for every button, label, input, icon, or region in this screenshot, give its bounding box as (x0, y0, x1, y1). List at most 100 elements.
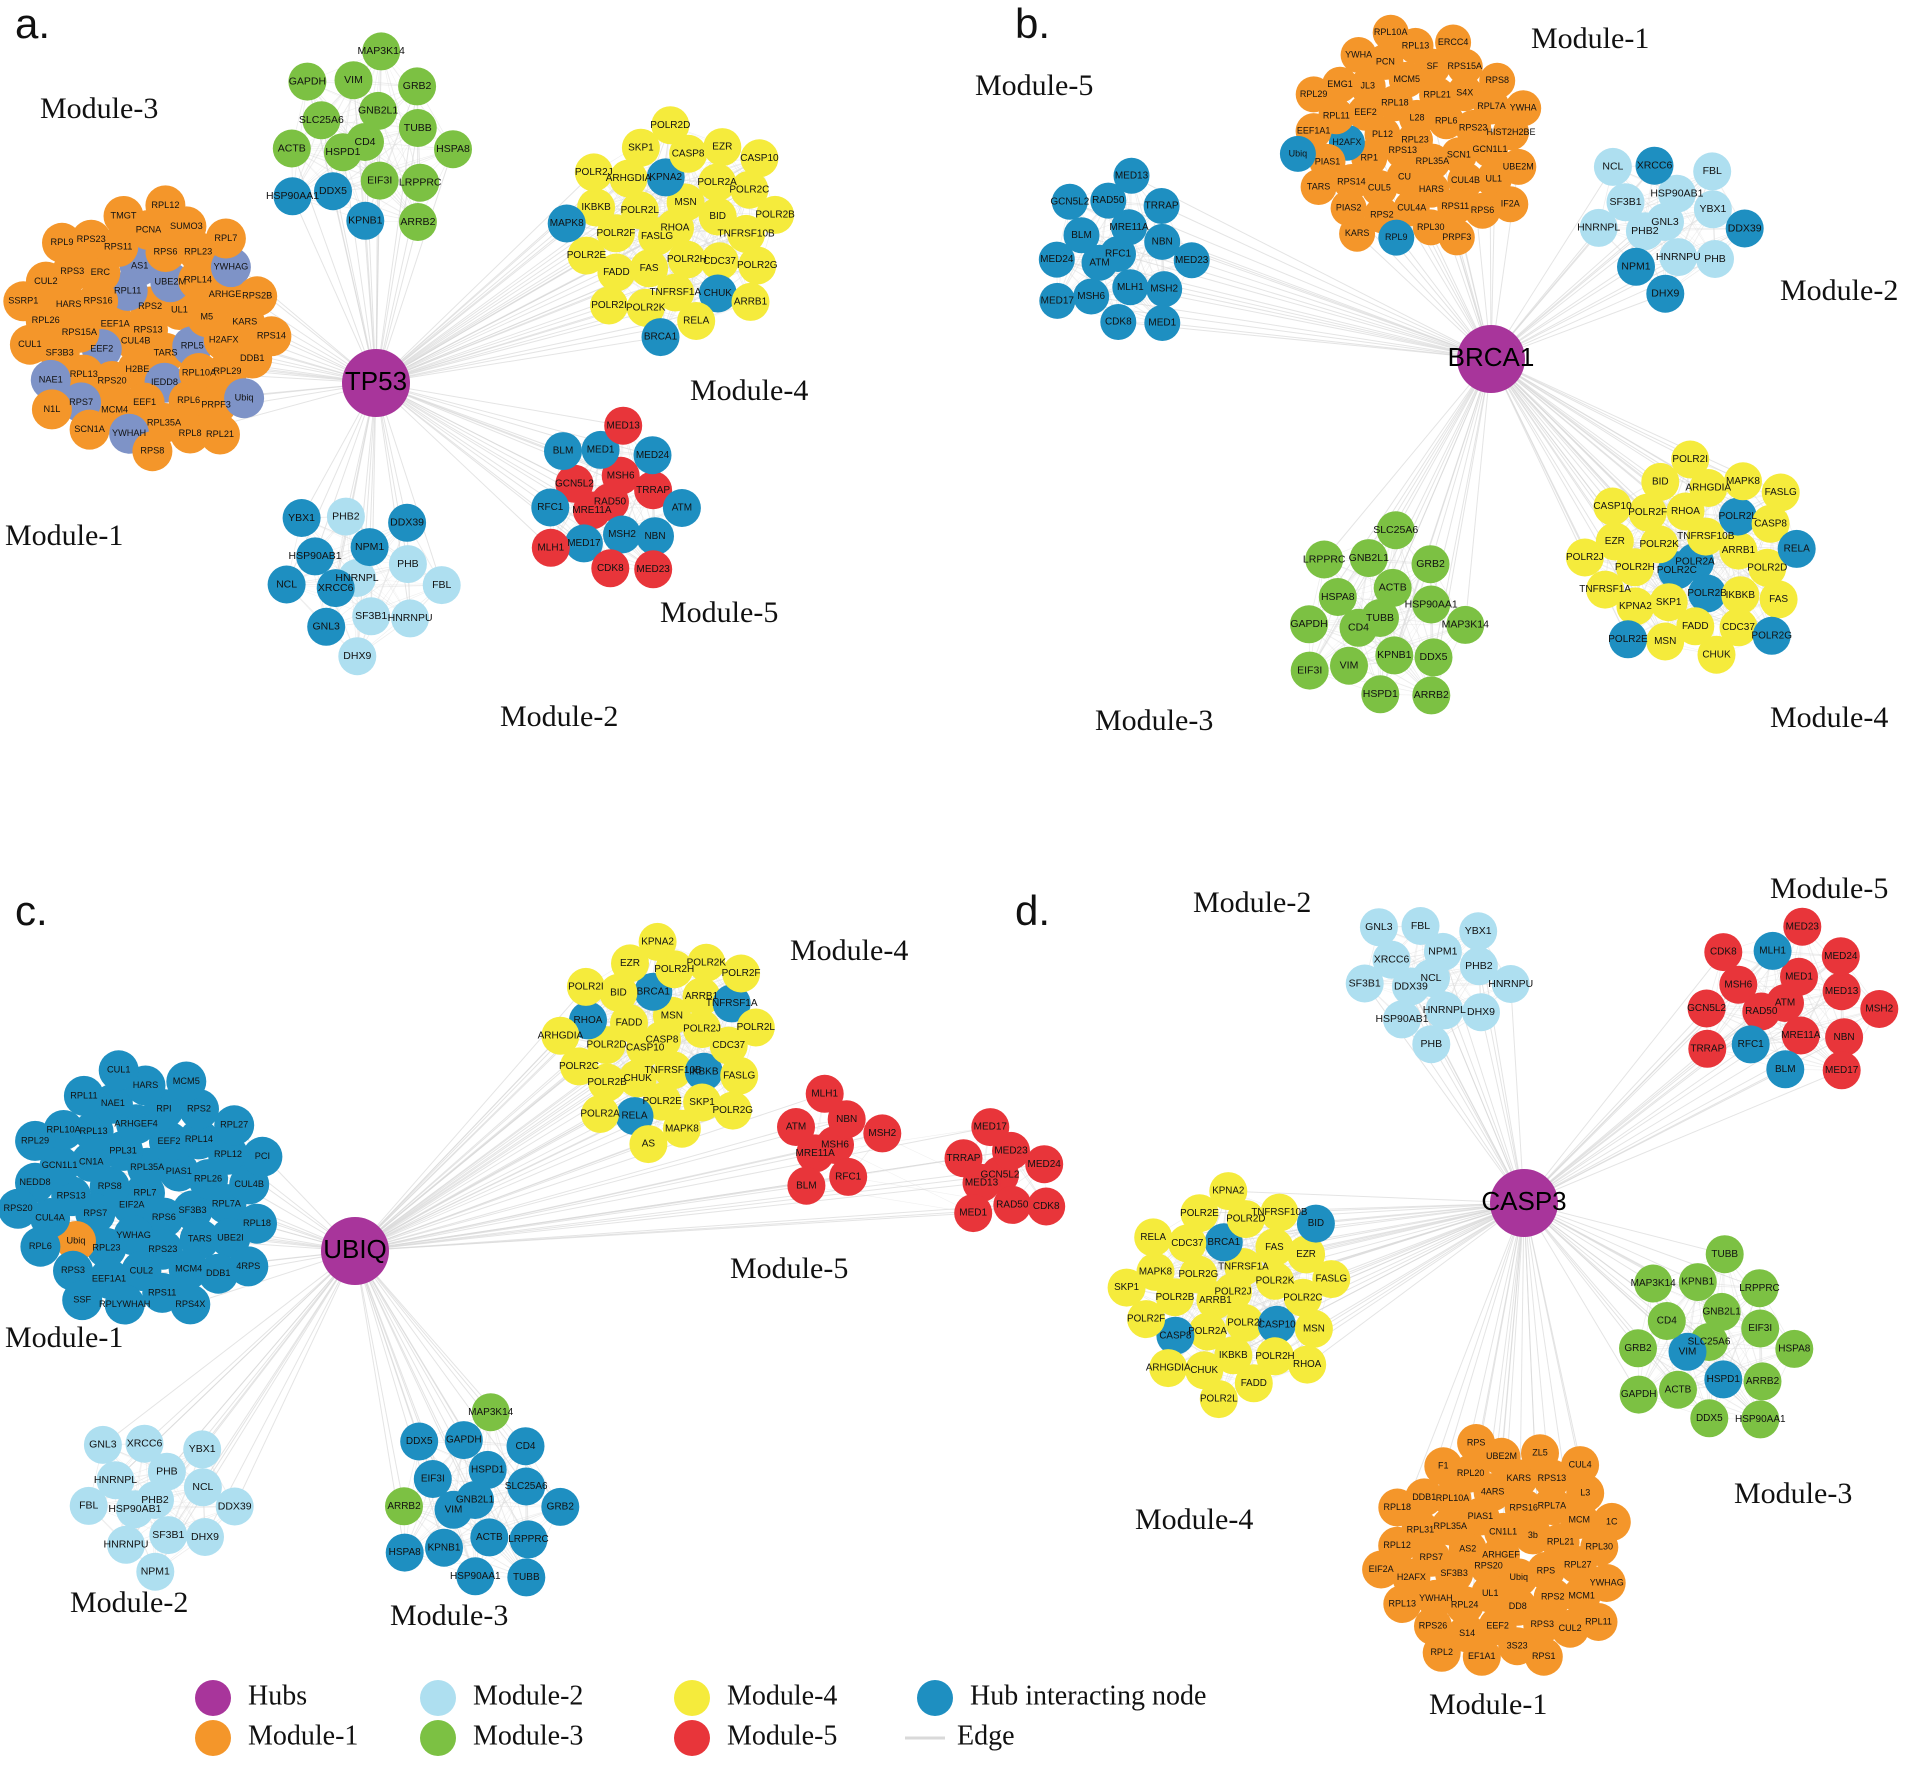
svg-text:ATM: ATM (1089, 257, 1109, 268)
svg-text:RPS1: RPS1 (1532, 1651, 1556, 1661)
svg-text:ATM: ATM (1775, 998, 1795, 1009)
svg-text:IKBKB: IKBKB (581, 202, 611, 213)
svg-text:SUMO3: SUMO3 (170, 221, 203, 231)
svg-text:Module-3: Module-3 (1734, 1477, 1852, 1510)
svg-text:BLM: BLM (796, 1180, 817, 1191)
svg-text:RPS13: RPS13 (1538, 1473, 1567, 1483)
svg-text:CUL4B: CUL4B (234, 1179, 264, 1189)
svg-text:HSPD1: HSPD1 (1707, 1374, 1741, 1385)
svg-text:BRCA1: BRCA1 (644, 332, 678, 343)
svg-text:ARHGDIA: ARHGDIA (538, 1030, 584, 1041)
svg-text:RPS3: RPS3 (60, 266, 84, 276)
svg-text:Module-3: Module-3 (473, 1720, 583, 1751)
svg-text:DHX9: DHX9 (191, 1531, 219, 1543)
svg-text:MSH2: MSH2 (1150, 284, 1178, 295)
svg-text:RPL8: RPL8 (179, 428, 202, 438)
svg-text:PHB: PHB (397, 558, 419, 570)
svg-text:Module-5: Module-5 (1770, 872, 1888, 905)
svg-text:CUL4A: CUL4A (1397, 203, 1426, 213)
svg-text:RPS11: RPS11 (1441, 201, 1469, 211)
svg-text:TNFRSF1A: TNFRSF1A (649, 287, 701, 298)
svg-text:RPS6: RPS6 (1471, 205, 1495, 215)
svg-text:RPL23: RPL23 (92, 1242, 120, 1252)
svg-text:NBN: NBN (836, 1114, 857, 1125)
svg-text:NPM1: NPM1 (1428, 946, 1457, 958)
svg-text:HNRNPL: HNRNPL (94, 1474, 137, 1486)
svg-text:TNFRSF1A: TNFRSF1A (706, 998, 758, 1009)
svg-text:NCL: NCL (276, 578, 297, 590)
svg-text:RHOA: RHOA (1671, 506, 1700, 517)
svg-text:MSH2: MSH2 (608, 529, 636, 540)
svg-text:CN1L1: CN1L1 (1489, 1526, 1517, 1536)
svg-text:Module-3: Module-3 (1095, 704, 1213, 737)
svg-text:M5: M5 (200, 312, 213, 322)
svg-text:RPL10A: RPL10A (1436, 1493, 1470, 1503)
svg-text:HSPA8: HSPA8 (1778, 1344, 1810, 1355)
svg-text:RPL12: RPL12 (151, 200, 179, 210)
svg-text:KARS: KARS (232, 316, 257, 326)
svg-text:BLM: BLM (553, 446, 574, 457)
svg-text:POLR2I: POLR2I (1227, 1318, 1262, 1329)
svg-text:RPL6: RPL6 (177, 395, 200, 405)
svg-text:RPL13: RPL13 (1389, 1598, 1417, 1608)
svg-text:HNRNPU: HNRNPU (388, 612, 433, 624)
svg-text:SF3B1: SF3B1 (1349, 977, 1381, 989)
svg-text:Ubiq: Ubiq (1510, 1572, 1529, 1582)
svg-text:YWHAH: YWHAH (1419, 1593, 1453, 1603)
svg-text:RPS: RPS (1537, 1565, 1556, 1575)
svg-text:RPL11: RPL11 (114, 285, 141, 295)
svg-text:KPNA2: KPNA2 (649, 172, 682, 183)
svg-text:SCN1A: SCN1A (74, 424, 106, 434)
svg-text:RPL7A: RPL7A (1477, 101, 1506, 111)
svg-text:Module-1: Module-1 (5, 519, 123, 552)
svg-text:CASP10: CASP10 (740, 153, 779, 164)
svg-text:SKP1: SKP1 (1114, 1282, 1139, 1293)
svg-text:MAPK8: MAPK8 (665, 1123, 699, 1134)
svg-text:HSP90AA1: HSP90AA1 (1735, 1414, 1786, 1425)
svg-text:MCM: MCM (1569, 1514, 1591, 1524)
svg-text:TP53: TP53 (345, 366, 407, 396)
svg-text:RPL35A: RPL35A (147, 417, 182, 427)
svg-text:HNRNPU: HNRNPU (1488, 978, 1533, 990)
svg-text:TRRAP: TRRAP (947, 1153, 981, 1164)
svg-text:L3: L3 (1580, 1488, 1590, 1498)
svg-text:1C: 1C (1606, 1516, 1618, 1526)
svg-text:RPS2: RPS2 (187, 1104, 211, 1114)
svg-text:JL3: JL3 (1360, 80, 1375, 90)
svg-text:RPL27: RPL27 (220, 1120, 248, 1130)
svg-text:FASLG: FASLG (1765, 487, 1797, 498)
svg-text:POLR2D: POLR2D (650, 120, 690, 131)
svg-text:Module-5: Module-5 (975, 69, 1093, 102)
svg-text:RPL10A: RPL10A (1374, 27, 1408, 37)
svg-text:MCM4: MCM4 (101, 404, 128, 414)
svg-text:RPL23: RPL23 (1401, 134, 1429, 144)
svg-text:TRRAP: TRRAP (1145, 201, 1179, 212)
svg-text:SF3B1: SF3B1 (355, 610, 387, 622)
svg-text:HARS: HARS (133, 1080, 159, 1090)
svg-text:RPS20: RPS20 (98, 375, 127, 385)
svg-text:EIF2A: EIF2A (119, 1200, 145, 1210)
svg-text:RPL29: RPL29 (1300, 89, 1328, 99)
svg-text:GAPDH: GAPDH (1290, 618, 1327, 630)
svg-text:GCN5L2: GCN5L2 (1050, 196, 1089, 207)
svg-text:Module-1: Module-1 (5, 1321, 123, 1354)
svg-text:GNL3: GNL3 (1365, 921, 1393, 933)
svg-text:DDB1: DDB1 (1412, 1492, 1436, 1502)
svg-text:POLR2A: POLR2A (1188, 1326, 1227, 1337)
svg-text:RAD50: RAD50 (1745, 1006, 1778, 1017)
svg-text:CUL4: CUL4 (1569, 1459, 1592, 1469)
svg-text:POLR2H: POLR2H (1615, 562, 1655, 573)
svg-text:FADD: FADD (1241, 1378, 1267, 1389)
svg-text:MED23: MED23 (1786, 921, 1820, 932)
svg-text:MED24: MED24 (636, 450, 670, 461)
svg-text:HARS: HARS (56, 299, 82, 309)
svg-text:RPL10A: RPL10A (182, 367, 217, 377)
svg-text:Module-1: Module-1 (1531, 22, 1649, 55)
svg-text:POLR2K: POLR2K (1639, 539, 1679, 550)
svg-text:SLC25A6: SLC25A6 (505, 1481, 548, 1492)
svg-text:DDX5: DDX5 (1419, 651, 1447, 663)
svg-text:S4X: S4X (1456, 87, 1473, 97)
svg-text:MRE11A: MRE11A (572, 505, 612, 516)
svg-text:RPL6: RPL6 (1435, 116, 1458, 126)
svg-text:GNB2L1: GNB2L1 (1703, 1307, 1742, 1318)
